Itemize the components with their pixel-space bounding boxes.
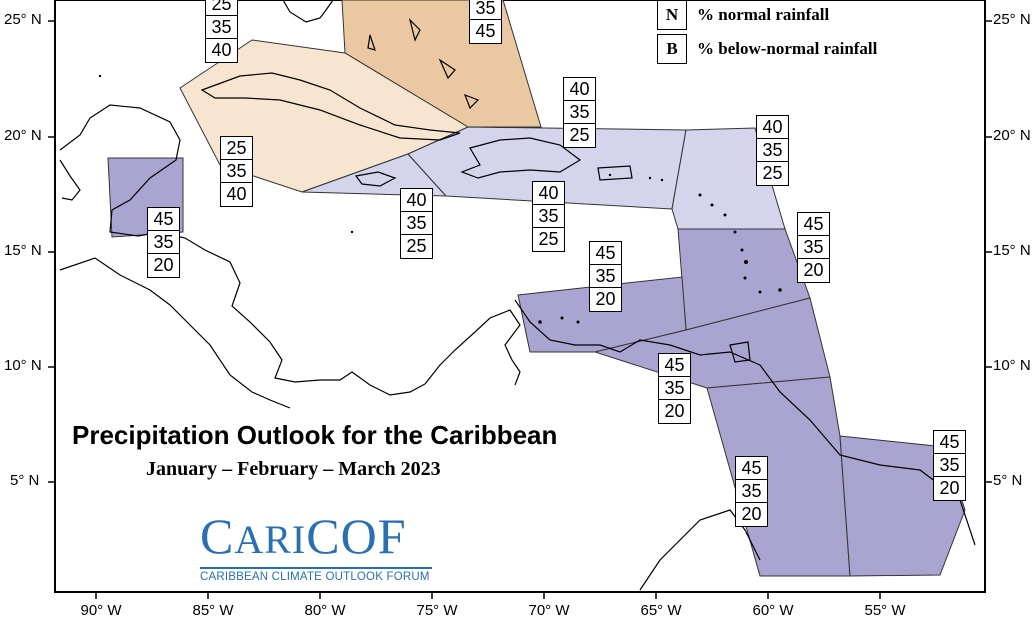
forecast-value: 40 <box>564 78 595 101</box>
forecast-box-windwards: 45 35 20 <box>797 212 830 283</box>
forecast-value: 20 <box>153 255 174 275</box>
forecast-value: 20 <box>595 289 616 309</box>
forecast-value: 25 <box>406 236 427 256</box>
forecast-value: 25 <box>569 125 590 145</box>
lat-label-15n-right: 15° N <box>993 242 1031 259</box>
forecast-box-hispaniola: 40 35 25 <box>532 181 565 252</box>
forecast-value: 40 <box>757 116 788 139</box>
map-subtitle: January – February – March 2023 <box>146 458 441 480</box>
forecast-value: 35 <box>221 160 252 183</box>
forecast-value: 35 <box>757 139 788 162</box>
lon-label-85w: 85° W <box>192 602 234 619</box>
forecast-value: 20 <box>741 504 762 524</box>
forecast-value: 40 <box>211 40 232 60</box>
forecast-box-trinidad: 45 35 20 <box>658 353 691 424</box>
forecast-box-turks: 40 35 25 <box>563 77 596 148</box>
lon-label-55w: 55° W <box>864 602 906 619</box>
logo-letter-c: C <box>200 508 235 564</box>
lat-ticks <box>48 20 992 483</box>
logo-letters-ari: ARI <box>234 517 307 562</box>
lat-label-15n-left: 15° N <box>4 242 42 259</box>
forecast-value: 35 <box>470 0 501 20</box>
lat-label-10n-left: 10° N <box>4 357 42 374</box>
forecast-value: 40 <box>226 184 247 204</box>
forecast-value: 45 <box>148 208 179 231</box>
forecast-value: 20 <box>803 260 824 280</box>
forecast-value: 45 <box>590 242 621 265</box>
lat-label-20n-left: 20° N <box>4 127 42 144</box>
forecast-value: 25 <box>221 137 252 160</box>
lon-ticks <box>95 592 881 599</box>
legend-below: B % below-normal rainfall <box>657 34 877 64</box>
forecast-value: 25 <box>206 0 237 16</box>
forecast-value: 35 <box>590 265 621 288</box>
legend-text-below: % below-normal rainfall <box>697 39 878 58</box>
forecast-value: 35 <box>736 480 767 503</box>
lat-label-10n-right: 10° N <box>993 357 1031 374</box>
forecast-box-guyana: 45 35 20 <box>735 456 768 527</box>
islands <box>98 74 782 324</box>
forecast-value: 35 <box>659 377 690 400</box>
forecast-value: 40 <box>533 182 564 205</box>
forecast-box-cuba-south: 25 35 40 <box>220 136 253 207</box>
lon-label-80w: 80° W <box>304 602 346 619</box>
forecast-value: 25 <box>762 163 783 183</box>
forecast-value: 45 <box>934 431 965 454</box>
map-title: Precipitation Outlook for the Caribbean <box>72 420 558 450</box>
forecast-value: 45 <box>475 21 496 41</box>
forecast-value: 35 <box>401 212 432 235</box>
lat-label-20n-right: 20° N <box>993 127 1031 144</box>
forecast-box-leewards: 40 35 25 <box>756 115 789 186</box>
legend-text-normal: % normal rainfall <box>697 5 830 24</box>
forecast-value: 45 <box>659 354 690 377</box>
legend-normal: N % normal rainfall <box>657 0 829 30</box>
forecast-value: 35 <box>533 205 564 228</box>
logo-letters-cof: COF <box>306 508 407 564</box>
forecast-value: 40 <box>401 189 432 212</box>
caricof-logo: CARICOF CARIBBEAN CLIMATE OUTLOOK FORUM <box>200 510 432 583</box>
logo-tagline: CARIBBEAN CLIMATE OUTLOOK FORUM <box>200 571 430 583</box>
legend-key-normal: N <box>657 0 687 30</box>
forecast-box-bahamas: 35 45 <box>469 0 502 44</box>
lon-label-70w: 70° W <box>528 602 570 619</box>
forecast-value: 45 <box>798 213 829 236</box>
legend-key-below: B <box>657 34 687 64</box>
lon-label-75w: 75° W <box>416 602 458 619</box>
lon-label-90w: 90° W <box>80 602 122 619</box>
forecast-value: 20 <box>939 478 960 498</box>
forecast-box-cuba-top: 25 35 40 <box>205 0 238 63</box>
forecast-box-belize: 45 35 20 <box>147 207 180 278</box>
forecast-value: 35 <box>564 101 595 124</box>
lon-label-60w: 60° W <box>752 602 794 619</box>
logo-divider <box>200 567 432 569</box>
forecast-value: 20 <box>664 401 685 421</box>
forecast-value: 35 <box>206 16 237 39</box>
forecast-value: 35 <box>934 454 965 477</box>
logo-wordmark: CARICOF <box>200 510 432 566</box>
lat-label-5n-right: 5° N <box>993 472 1023 489</box>
forecast-box-suriname: 45 35 20 <box>933 430 966 501</box>
forecast-value: 35 <box>798 236 829 259</box>
lat-label-5n-left: 5° N <box>10 472 40 489</box>
lat-label-25n-right: 25° N <box>993 11 1031 28</box>
forecast-value: 25 <box>538 229 559 249</box>
lon-label-65w: 65° W <box>640 602 682 619</box>
forecast-value: 45 <box>736 457 767 480</box>
forecast-box-jamaica: 40 35 25 <box>400 188 433 259</box>
forecast-value: 35 <box>148 231 179 254</box>
lat-label-25n-left: 25° N <box>4 11 42 28</box>
forecast-box-abc: 45 35 20 <box>589 241 622 312</box>
